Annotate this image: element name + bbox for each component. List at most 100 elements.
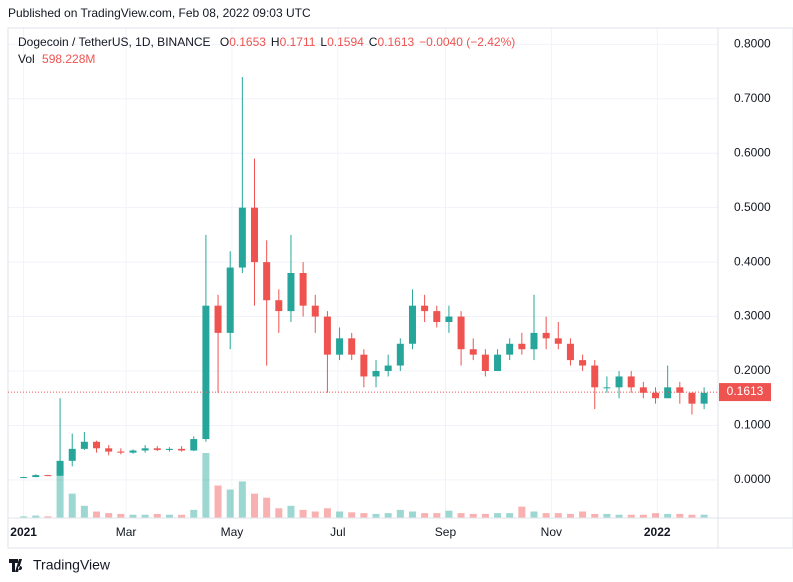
candle-body xyxy=(287,273,295,312)
candle-body xyxy=(542,332,550,339)
ohlc-label: H xyxy=(271,35,280,49)
x-tick-label: Mar xyxy=(116,525,137,539)
last-price-label: 0.1613 xyxy=(727,384,764,398)
candle-body xyxy=(93,441,101,449)
vol-value: 598.228M xyxy=(42,52,95,66)
volume-bar xyxy=(627,514,635,518)
volume-bar xyxy=(20,516,28,518)
candle-body xyxy=(56,460,64,476)
candle-body xyxy=(396,343,404,366)
volume-bar xyxy=(688,514,696,518)
y-tick-label: 0.6000 xyxy=(734,145,771,159)
frame xyxy=(7,27,793,549)
brand: TradingView xyxy=(33,557,111,573)
volume-bar xyxy=(238,481,246,518)
candle-body xyxy=(481,354,489,371)
y-tick-label: 0.4000 xyxy=(734,254,771,268)
volume-bar xyxy=(554,513,562,518)
volume-bar xyxy=(700,514,708,518)
volume-bar xyxy=(68,493,76,518)
volume-bar xyxy=(639,514,647,518)
candle-body xyxy=(226,267,234,333)
volume-bar xyxy=(360,513,368,518)
volume-bar xyxy=(506,513,514,518)
last-price-box xyxy=(719,383,771,402)
candle-body xyxy=(299,273,307,306)
x-tick-label: 2022 xyxy=(644,525,671,539)
candle-body xyxy=(117,451,125,453)
volume-bar xyxy=(652,513,660,518)
volume-bar xyxy=(141,514,149,518)
x-tick-label: May xyxy=(221,525,244,539)
y-tick-label: 0.8000 xyxy=(734,37,771,51)
logo-icon xyxy=(9,559,23,572)
ohlc-value: 0.1711 xyxy=(280,35,316,49)
candle-body xyxy=(238,207,246,268)
candle-body xyxy=(360,354,368,377)
volume-bar xyxy=(579,511,587,518)
candles xyxy=(20,77,708,479)
y-tick-label: 0.3000 xyxy=(734,309,771,323)
volume-bar xyxy=(433,513,441,518)
x-tick-label: Nov xyxy=(541,525,562,539)
volume-bar xyxy=(336,511,344,518)
published-note: Published on TradingView.com, Feb 08, 20… xyxy=(8,6,311,20)
volume-bar xyxy=(348,512,356,518)
volume-bar xyxy=(105,513,113,518)
candle-body xyxy=(627,376,635,388)
volume-bar xyxy=(408,511,416,518)
candle-body xyxy=(700,392,708,404)
volume-bar xyxy=(481,513,489,518)
volume-bar xyxy=(56,469,64,518)
candle-body xyxy=(408,305,416,344)
volume-bar xyxy=(323,508,331,518)
candle-body xyxy=(445,316,453,322)
candle-body xyxy=(639,387,647,393)
candle-body xyxy=(263,262,271,301)
volume-bar xyxy=(372,513,380,518)
candle-body xyxy=(384,365,392,371)
candle-body xyxy=(323,316,331,355)
candle-body xyxy=(372,371,380,377)
volume-bar xyxy=(44,516,52,518)
candle-body xyxy=(348,338,356,355)
volume-bar xyxy=(299,509,307,518)
x-tick-label: Sep xyxy=(435,525,457,539)
candle-body xyxy=(251,207,259,263)
volume-bar xyxy=(445,510,453,518)
candle-body xyxy=(603,387,611,389)
volume-bar xyxy=(518,506,526,518)
volume-bar xyxy=(275,508,283,518)
candle-body xyxy=(190,439,198,451)
volume-bar xyxy=(117,513,125,518)
candle-body xyxy=(20,477,28,479)
volume-bar xyxy=(129,514,137,518)
ohlc-label: C xyxy=(369,35,378,49)
candle-body xyxy=(178,448,186,451)
candle-body xyxy=(421,305,429,312)
volume-bar xyxy=(494,513,502,518)
volume-bar xyxy=(542,513,550,518)
candle-body xyxy=(32,475,40,478)
ohlc-value: 0.1653 xyxy=(229,35,266,49)
grid xyxy=(8,28,718,518)
volume-bar xyxy=(591,513,599,518)
ohlc-value: 0.1613 xyxy=(377,35,414,49)
volume-bar xyxy=(603,513,611,518)
ohlc-label: O xyxy=(220,35,229,49)
volume-bar xyxy=(311,511,319,518)
volume-bar xyxy=(287,505,295,518)
candle-body xyxy=(530,332,538,350)
volume-bar xyxy=(153,513,161,518)
candle-body xyxy=(506,343,514,355)
candle-body xyxy=(591,365,599,388)
volume-bar xyxy=(396,509,404,518)
ohlc-value: 0.1594 xyxy=(327,35,364,49)
volume-bar xyxy=(202,453,210,518)
volume-bar xyxy=(457,513,465,518)
candle-body xyxy=(129,450,137,453)
volume-bar xyxy=(615,514,623,518)
volume-bar xyxy=(93,511,101,518)
volume-bar xyxy=(421,513,429,518)
volume-bar xyxy=(214,485,222,518)
